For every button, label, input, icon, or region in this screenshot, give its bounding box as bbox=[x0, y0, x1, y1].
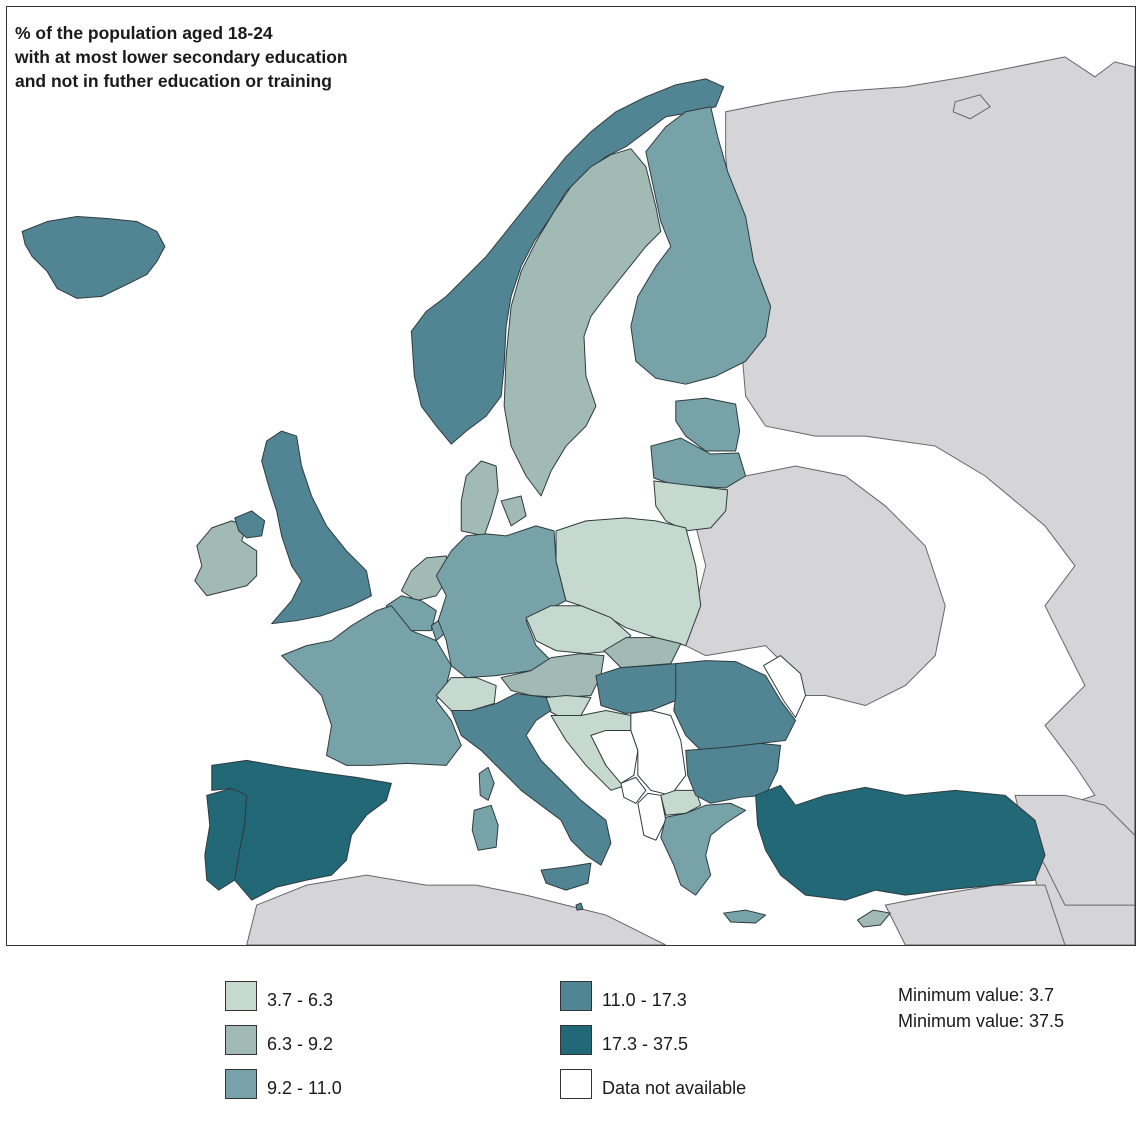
legend-swatch-class4 bbox=[560, 981, 592, 1011]
legend-label-class1: 3.7 - 6.3 bbox=[267, 989, 334, 1010]
bosnia-region bbox=[590, 729, 639, 784]
kola-peninsula-background bbox=[952, 94, 991, 120]
greece-region bbox=[660, 802, 747, 896]
value-range-stats: Minimum value: 3.7 Minimum value: 37.5 bbox=[898, 982, 1064, 1034]
legend-item-class5: 17.3 - 37.5 bbox=[560, 1024, 688, 1056]
legend-label-class3: 9.2 - 11.0 bbox=[267, 1077, 342, 1098]
legend-item-na: Data not available bbox=[560, 1068, 746, 1100]
map-title: % of the population aged 18-24 with at m… bbox=[15, 21, 348, 93]
northern-ireland-region bbox=[234, 510, 266, 539]
legend: 3.7 - 6.3 6.3 - 9.2 9.2 - 11.0 11.0 - 17… bbox=[0, 980, 1147, 1120]
romania-region bbox=[673, 660, 797, 751]
malta-region bbox=[575, 902, 584, 911]
spain-region bbox=[211, 759, 392, 901]
sicily-region bbox=[540, 862, 592, 891]
russia-background bbox=[725, 56, 1135, 945]
estonia-region bbox=[675, 397, 741, 452]
hungary-region bbox=[595, 663, 687, 714]
legend-item-class2: 6.3 - 9.2 bbox=[225, 1024, 333, 1056]
italy-region bbox=[450, 693, 612, 866]
montenegro-region bbox=[620, 776, 647, 804]
map-title-line-2: with at most lower secondary education bbox=[15, 47, 348, 67]
legend-label-class2: 6.3 - 9.2 bbox=[267, 1033, 334, 1054]
moldova-region bbox=[763, 655, 806, 718]
middle-east-background bbox=[884, 884, 1066, 945]
cyprus-region bbox=[856, 909, 891, 928]
france-region bbox=[281, 605, 462, 766]
minimum-value-text: Minimum value: 3.7 bbox=[898, 985, 1055, 1005]
legend-item-class3: 9.2 - 11.0 bbox=[225, 1068, 342, 1100]
map-title-line-3: and not in futher education or training bbox=[15, 71, 332, 91]
finland-region bbox=[630, 106, 772, 385]
legend-label-class5: 17.3 - 37.5 bbox=[602, 1033, 689, 1054]
legend-label-na: Data not available bbox=[602, 1077, 747, 1098]
crete-region bbox=[723, 909, 767, 924]
europe-map bbox=[21, 56, 1135, 945]
map-frame: % of the population aged 18-24 with at m… bbox=[6, 6, 1136, 946]
denmark-region bbox=[460, 460, 527, 537]
legend-swatch-class3 bbox=[225, 1069, 257, 1099]
legend-swatch-class2 bbox=[225, 1025, 257, 1055]
poland-region bbox=[555, 517, 702, 647]
uk-region bbox=[261, 430, 372, 625]
legend-item-class4: 11.0 - 17.3 bbox=[560, 980, 687, 1012]
corsica-region bbox=[478, 766, 495, 801]
legend-label-class4: 11.0 - 17.3 bbox=[602, 989, 687, 1010]
slovenia-region bbox=[545, 695, 592, 718]
norway-region bbox=[410, 78, 725, 445]
legend-swatch-class1 bbox=[225, 981, 257, 1011]
turkey-region bbox=[755, 784, 1046, 901]
legend-swatch-na bbox=[560, 1069, 592, 1099]
iceland-region bbox=[21, 216, 166, 299]
maximum-value-text: Minimum value: 37.5 bbox=[898, 1011, 1065, 1031]
north-macedonia-region bbox=[660, 789, 702, 816]
sardinia-region bbox=[471, 804, 499, 851]
legend-swatch-class5 bbox=[560, 1025, 592, 1055]
ireland-region bbox=[194, 520, 258, 597]
sweden-region bbox=[503, 148, 662, 497]
north-africa-background bbox=[246, 874, 667, 945]
lithuania-region bbox=[653, 480, 729, 532]
germany-region bbox=[435, 525, 567, 679]
map-title-line-1: % of the population aged 18-24 bbox=[15, 23, 273, 43]
latvia-region bbox=[650, 437, 747, 489]
legend-item-class1: 3.7 - 6.3 bbox=[225, 980, 333, 1012]
